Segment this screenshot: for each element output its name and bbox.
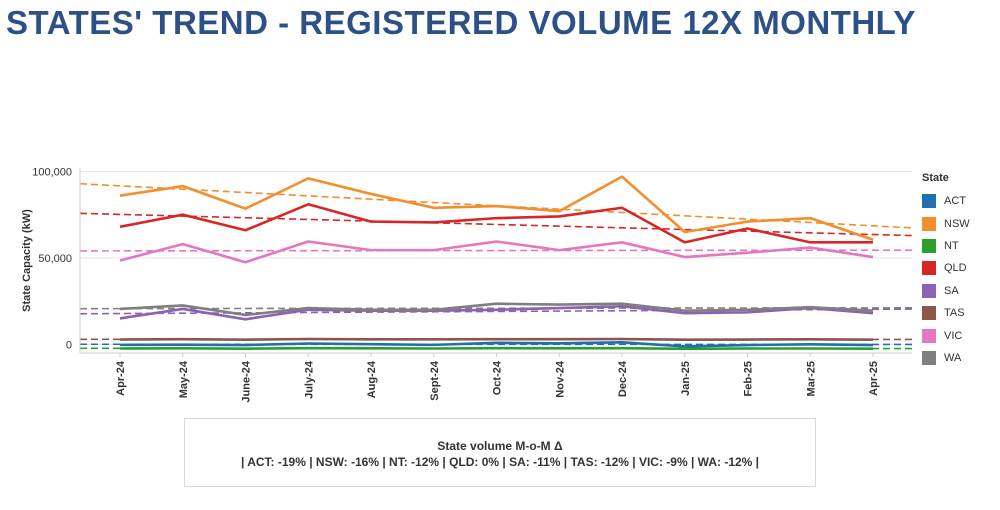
series-line-tas [119,337,874,341]
y-axis-label: State Capacity (kW) [21,209,33,312]
legend-title: State [922,172,949,184]
x-tick-label: May-24 [178,360,190,398]
y-tick-label: 100,000 [32,166,72,178]
series-line-wa [119,302,874,317]
legend-item-nsw[interactable]: NSW [918,212,998,234]
y-tick-label: 50,000 [38,253,72,265]
legend-label: SA [944,284,959,297]
x-tick-label: Apr-25 [868,361,880,396]
trendlines [79,182,913,350]
x-tick-label: June-24 [241,360,253,402]
line-chart: 0 50,000 100,000 State Capacity (kW) Apr-24 M… [21,166,913,403]
x-tick-label: Dec-24 [617,360,629,397]
series-line-vic [119,240,874,264]
chart-axes: 0 50,000 100,000 State Capacity (kW) Apr-24 M… [21,166,912,403]
legend-label: QLD [944,262,967,275]
legend-item-nt[interactable]: NT [918,235,998,257]
legend-label: NT [944,239,959,252]
trendline-qld [79,212,913,237]
series-line-act [119,340,874,348]
page-title: STATES' TREND - REGISTERED VOLUME 12X MO… [6,4,916,41]
x-tick-label: Sept-24 [429,360,441,401]
legend-swatch [922,261,936,276]
x-tick-label: Apr-24 [115,360,127,396]
legend-label: TAS [944,307,965,320]
legend-label: NSW [944,217,970,230]
x-tick-label: Jan-25 [680,361,692,396]
summary-box: State volume M-o-M Δ | ACT: -19% | NSW: … [184,418,816,487]
x-tick-label: July-24 [303,360,315,399]
x-tick-label: Oct-24 [492,360,504,395]
legend: State ACT NSW NT QLD SA TAS VIC WA [918,172,998,369]
series-line-nsw [119,175,874,241]
series-lines [119,175,874,351]
y-tick-label: 0 [66,339,72,351]
legend-swatch [922,350,936,365]
legend-swatch [922,194,936,209]
x-tick-label: Mar-25 [805,361,817,396]
chart-gridlines [80,170,912,345]
legend-item-wa[interactable]: WA [918,347,998,369]
series-line-qld [119,203,873,244]
legend-swatch [922,306,936,321]
legend-item-vic[interactable]: VIC [918,324,998,346]
legend-label: VIC [944,329,963,342]
legend-item-tas[interactable]: TAS [918,302,998,324]
x-tick-label: Feb-25 [743,361,755,396]
series-line-nt [119,346,874,351]
legend-label: WA [944,351,962,364]
legend-item-qld[interactable]: QLD [918,257,998,279]
legend-swatch [922,216,936,231]
legend-item-sa[interactable]: SA [918,280,998,302]
legend-label: ACT [944,195,966,208]
x-tick-label: Nov-24 [554,360,566,398]
legend-swatch [922,328,936,343]
series-line-sa [119,305,874,321]
summary-text: | ACT: -19% | NSW: -16% | NT: -12% | QLD… [240,455,760,469]
summary-title: State volume M-o-M Δ [437,439,563,453]
legend-swatch [922,283,936,298]
x-tick-label: Aug-24 [366,360,378,398]
legend-item-act[interactable]: ACT [918,190,998,212]
legend-swatch [922,238,936,253]
